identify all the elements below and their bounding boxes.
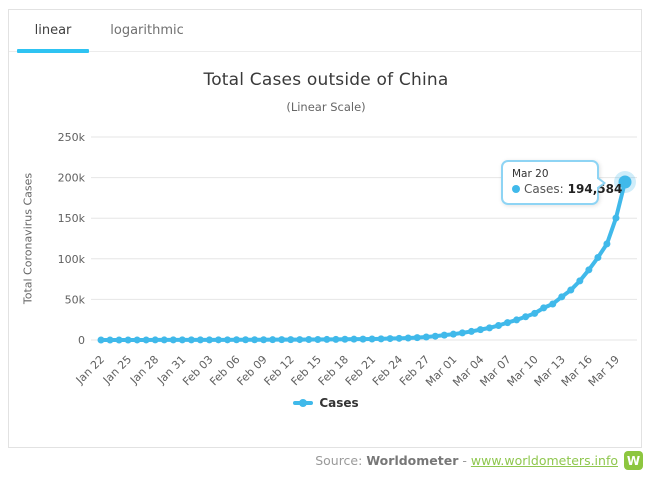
svg-text:250k: 250k (58, 131, 86, 144)
chart-subtitle: (Linear Scale) (286, 100, 366, 114)
tooltip: Mar 20 Cases: 194,584 (501, 160, 622, 205)
source-separator: - (462, 453, 467, 468)
series-line-cases[interactable] (99, 180, 627, 342)
svg-text:Mar 19: Mar 19 (586, 353, 622, 389)
worldometer-logo-icon[interactable]: W (624, 451, 643, 470)
svg-text:Jan 22: Jan 22 (73, 353, 107, 387)
y-axis-title: Total Coronavirus Cases (21, 172, 35, 305)
scale-tab-bar: linear logarithmic (9, 10, 641, 53)
svg-text:Jan 25: Jan 25 (100, 353, 134, 387)
source-attribution: Source: Worldometer - www.worldometers.i… (315, 451, 643, 470)
source-name: Worldometer (366, 453, 459, 468)
series-markers[interactable] (97, 170, 637, 344)
svg-text:0: 0 (78, 334, 85, 347)
tab-linear[interactable]: linear (34, 23, 72, 38)
tooltip-series-label: Cases: (524, 182, 564, 196)
active-point-marker[interactable] (618, 175, 632, 189)
grid-lines (91, 136, 637, 341)
legend-label: Cases (319, 396, 359, 410)
active-tab-underline (17, 49, 89, 53)
tooltip-series-row: Cases: 194,584 (512, 182, 622, 196)
y-axis-labels: 0 50k 100k 150k 200k 250k (58, 131, 86, 347)
legend[interactable]: Cases (9, 396, 643, 410)
tab-logarithmic[interactable]: logarithmic (110, 23, 184, 38)
series-bullet-icon (512, 185, 520, 193)
chart-title: Total Cases outside of China (203, 70, 449, 90)
tooltip-date: Mar 20 (512, 168, 549, 180)
svg-text:50k: 50k (65, 293, 86, 306)
svg-text:200k: 200k (58, 172, 86, 185)
worldometers-link[interactable]: www.worldometers.info (470, 453, 618, 468)
source-label: Source: (315, 453, 363, 468)
svg-text:150k: 150k (58, 212, 86, 225)
svg-text:Jan 28: Jan 28 (127, 353, 161, 387)
svg-text:100k: 100k (58, 253, 86, 266)
tooltip-value: 194,584 (567, 182, 623, 196)
legend-series-marker (293, 399, 314, 407)
chart-card: linear logarithmic Total Cases outside o… (8, 9, 642, 448)
